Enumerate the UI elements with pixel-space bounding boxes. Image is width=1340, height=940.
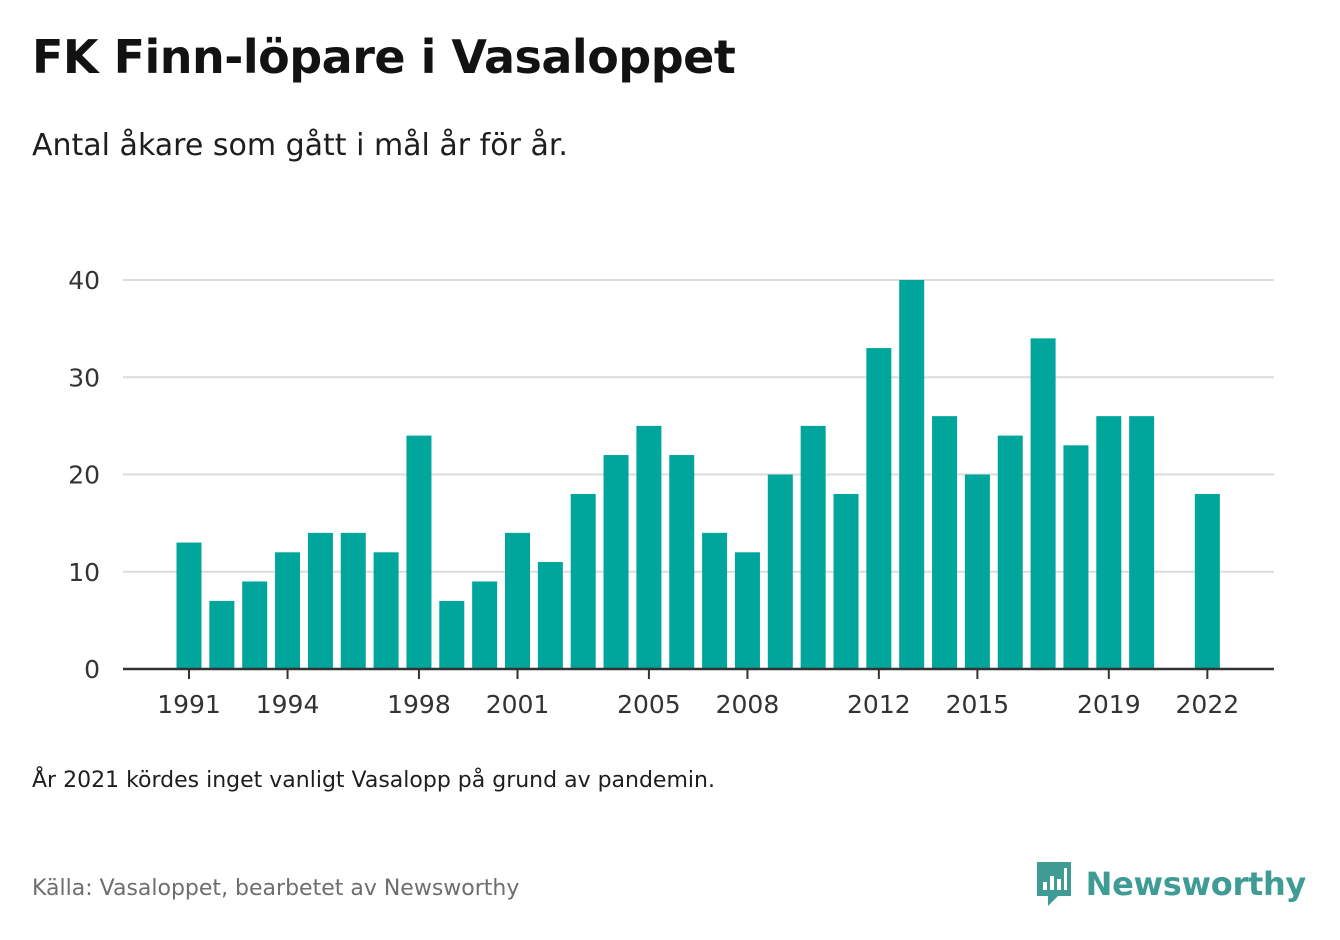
x-tick-label: 2019 [1077, 690, 1141, 719]
bar-2015 [964, 474, 990, 669]
x-tick-label: 2008 [716, 690, 780, 719]
bar-2008 [734, 552, 760, 669]
y-tick-label: 10 [68, 558, 100, 587]
bar-1998 [406, 435, 432, 669]
newsworthy-brand[interactable]: Newsworthy [1034, 860, 1306, 908]
bar-2016 [997, 435, 1023, 669]
bar-1993 [242, 581, 268, 669]
bar-2003 [570, 493, 596, 669]
bar-2006 [669, 455, 695, 669]
bar-1992 [209, 600, 235, 669]
bar-2019 [1096, 416, 1122, 669]
x-tick-label: 1994 [256, 690, 320, 719]
bars [176, 280, 1220, 670]
bar-2011 [833, 493, 859, 669]
bar-2004 [603, 455, 629, 669]
bar-1994 [275, 552, 301, 669]
bar-2020 [1129, 416, 1155, 669]
bar-2013 [899, 280, 925, 669]
x-axis [123, 667, 1274, 679]
x-tick-label: 2012 [847, 690, 911, 719]
bar-1991 [176, 542, 202, 669]
x-tick-label: 1998 [387, 690, 451, 719]
newsworthy-logo-icon [1036, 862, 1071, 906]
bar-2022 [1194, 493, 1220, 669]
bar-2010 [800, 425, 826, 670]
x-tick-label: 2005 [617, 690, 681, 719]
bar-1995 [307, 532, 333, 669]
source-credit: Källa: Vasaloppet, bearbetet av Newswort… [32, 876, 520, 901]
bar-2007 [702, 532, 728, 669]
y-tick-label: 30 [68, 363, 100, 392]
y-tick-label: 40 [68, 266, 100, 295]
bar-1999 [439, 600, 465, 669]
brand-name: Newsworthy [1085, 865, 1307, 903]
bar-2014 [932, 416, 958, 669]
bar-1997 [373, 552, 399, 669]
y-tick-label: 20 [68, 461, 100, 490]
tick-labels: 0 10 20 30 40 1991 1994 1998 2001 2005 2008 2012 201… [68, 266, 1239, 719]
bar-2018 [1063, 445, 1089, 669]
bar-2000 [472, 581, 498, 669]
bar-2001 [505, 532, 530, 669]
x-tick-label: 1991 [157, 690, 221, 719]
chart-title: FK Finn-löpare i Vasaloppet [32, 30, 736, 84]
bar-chart: 0 10 20 30 40 1991 1994 1998 2001 2005 2008 2012 201… [68, 266, 1274, 719]
y-tick-label: 0 [84, 655, 100, 684]
bar-2009 [767, 474, 793, 669]
x-tick-label: 2022 [1176, 690, 1240, 719]
bar-2002 [537, 562, 563, 669]
bar-2005 [636, 425, 662, 670]
bar-1996 [340, 532, 366, 669]
bar-2012 [866, 348, 892, 669]
chart-note: År 2021 kördes inget vanligt Vasalopp på… [32, 768, 715, 793]
x-tick-label: 2001 [486, 690, 550, 719]
x-tick-label: 2015 [946, 690, 1010, 719]
chart-subtitle: Antal åkare som gått i mål år för år. [32, 128, 568, 163]
bar-2017 [1030, 338, 1056, 669]
